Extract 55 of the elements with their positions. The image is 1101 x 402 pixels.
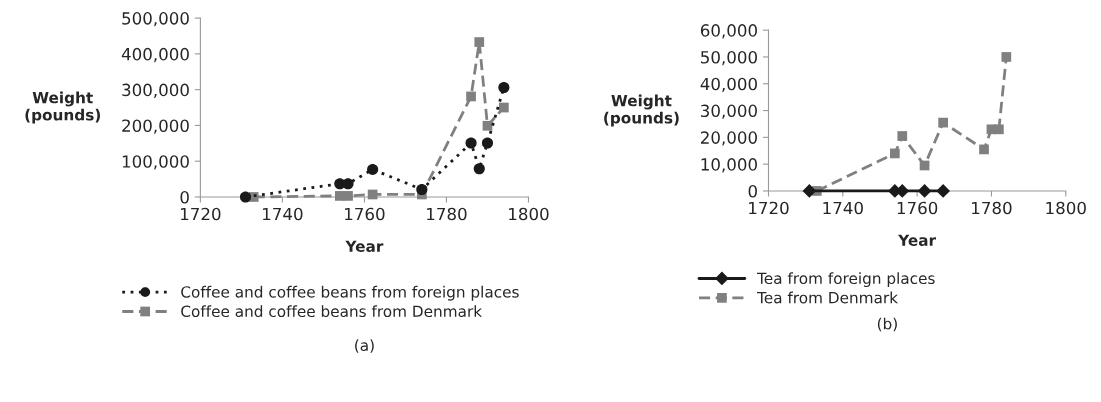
y-tick-label: 50,000 [701, 50, 757, 66]
y-tick-label: 400,000 [121, 47, 189, 63]
point [936, 184, 951, 198]
y-tick-label: 500,000 [122, 12, 189, 27]
point [343, 191, 353, 201]
point [498, 81, 510, 94]
legend-label: Tea from Denmark [757, 291, 898, 304]
point [938, 117, 949, 128]
y-axis-title: Weight (pounds) [25, 91, 100, 124]
y-tick-label: 300,000 [122, 83, 189, 98]
point [897, 131, 908, 141]
point [499, 102, 509, 113]
text: (a) [355, 339, 374, 353]
y-tick-label: 200,000 [122, 119, 189, 134]
point [917, 184, 932, 198]
point [473, 163, 485, 175]
point [342, 178, 354, 190]
point [465, 137, 477, 149]
x-tick-label: 1740 [263, 207, 303, 221]
y-tick-label: 0 [748, 184, 757, 198]
y-tick-label: 100,000 [122, 155, 189, 170]
point [482, 120, 493, 131]
y-axis-title: Weight (pounds) [604, 94, 679, 127]
x-tick-label: 1720 [749, 201, 789, 215]
x-axis-title: Year [898, 234, 937, 246]
point [239, 191, 252, 203]
point [979, 144, 989, 155]
x-tick-label: 1760 [345, 207, 385, 221]
point [802, 184, 817, 198]
legend-label: Coffee and coffee beans from foreign places [181, 285, 519, 301]
point [994, 124, 1004, 135]
point [474, 37, 485, 47]
x-tick-label: 1780 [427, 207, 467, 221]
point [466, 91, 476, 102]
point [481, 137, 494, 149]
point [889, 148, 900, 159]
x-tick-label: 1800 [509, 207, 549, 221]
legend-label: Tea from foreign places [757, 272, 935, 288]
text: (b) [877, 317, 897, 332]
legend-label: Coffee and coffee beans from Denmark [181, 305, 483, 318]
x-axis-title: Year [345, 240, 384, 253]
point [367, 163, 379, 175]
y-tick-label: 10,000 [701, 158, 757, 173]
y-tick-label: 20,000 [700, 131, 757, 146]
point [416, 183, 428, 196]
x-tick-label: 1740 [823, 201, 863, 215]
x-tick-label: 1800 [1046, 201, 1086, 215]
y-tick-label: 60,000 [700, 24, 757, 39]
y-tick-label: 0 [180, 190, 189, 204]
y-tick-label: 40,000 [700, 77, 757, 93]
x-tick-label: 1780 [972, 201, 1012, 215]
x-tick-label: 1760 [897, 201, 938, 215]
point [1001, 52, 1012, 62]
x-tick-label: 1720 [181, 207, 221, 221]
y-tick-label: 30,000 [701, 104, 757, 119]
